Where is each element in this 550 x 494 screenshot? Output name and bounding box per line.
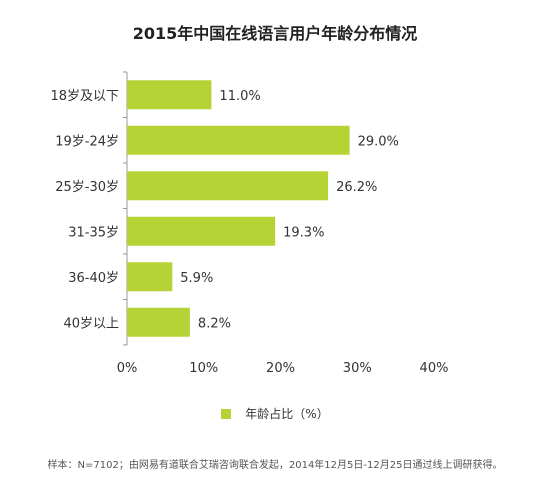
bar-chart: 18岁及以下 11.0% 19岁-24岁 29.0% 25岁-30岁 26.2% 31-35… — [50, 71, 449, 376]
bar — [127, 171, 329, 201]
category-label: 40岁以上 — [63, 316, 119, 331]
bar — [127, 216, 276, 246]
chart-title: 2015年中国在线语言用户年龄分布情况 — [132, 24, 418, 43]
bar — [127, 80, 212, 110]
data-label: 8.2% — [198, 316, 231, 331]
category-label: 19岁-24岁 — [55, 134, 119, 149]
data-label: 11.0% — [219, 89, 260, 104]
data-label: 26.2% — [336, 180, 377, 195]
x-tick-label: 0% — [117, 361, 138, 376]
bar — [127, 307, 190, 337]
category-label: 36-40岁 — [68, 271, 119, 286]
footnote: 样本：N=7102；由网易有道联合艾瑞咨询联合发起，2014年12月5日-12月… — [47, 460, 503, 471]
x-tick-label: 10% — [189, 361, 218, 376]
category-label: 18岁及以下 — [50, 89, 119, 104]
data-label: 29.0% — [358, 134, 399, 149]
category-label: 31-35岁 — [68, 225, 119, 240]
x-tick-label: 30% — [343, 361, 372, 376]
bar — [127, 125, 350, 155]
x-tick-label: 40% — [420, 361, 449, 376]
category-label: 25岁-30岁 — [55, 180, 119, 195]
legend-swatch — [221, 408, 232, 419]
legend: 年龄占比（%） — [0, 405, 550, 422]
bar — [127, 262, 173, 292]
data-label: 19.3% — [283, 225, 324, 240]
x-tick-label: 20% — [266, 361, 295, 376]
data-label: 5.9% — [180, 271, 213, 286]
legend-label: 年龄占比（%） — [245, 407, 329, 421]
